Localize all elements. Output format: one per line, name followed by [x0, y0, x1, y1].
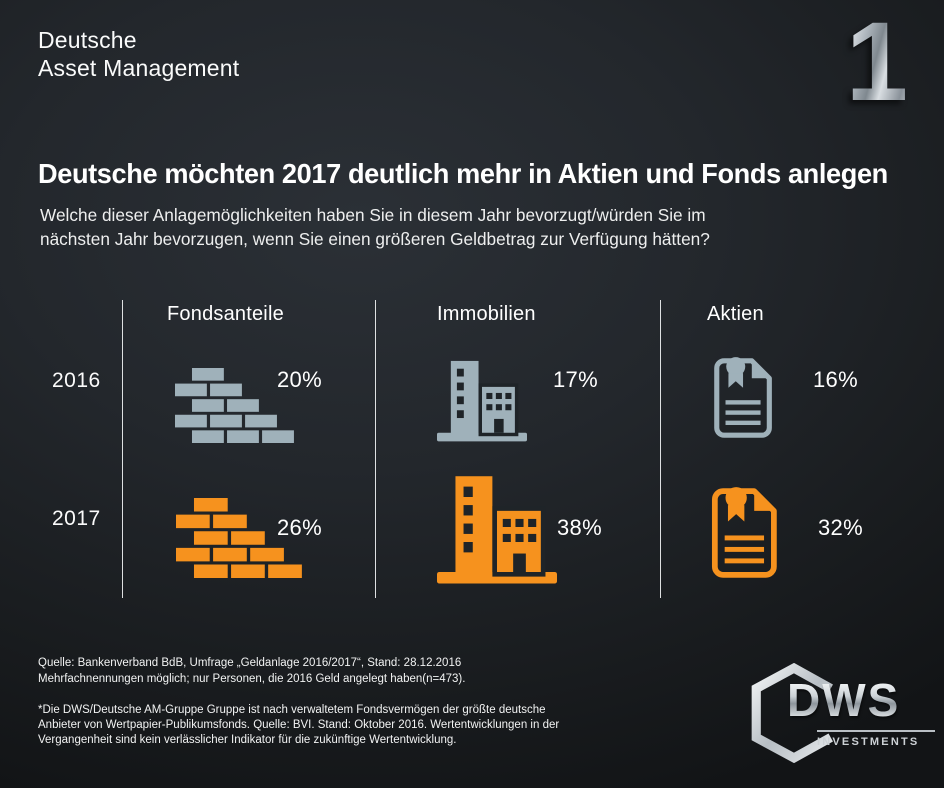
value-2017-fondsanteile: 26% — [277, 515, 322, 540]
brand-logo-text: Deutsche Asset Management — [38, 26, 239, 82]
source-line2: Mehrfachnennungen möglich; nur Personen,… — [38, 672, 466, 685]
disclaimer-line3: Vergangenheit sind kein verlässlicher In… — [38, 733, 457, 746]
brick-wall-icon — [175, 368, 295, 448]
buildings-icon — [437, 468, 557, 591]
disclaimer-line1: *Die DWS/Deutsche AM-Gruppe Gruppe ist n… — [38, 704, 546, 716]
hexagon-icon — [751, 663, 833, 763]
column-divider — [660, 300, 661, 598]
value-2016-immobilien: 17% — [553, 367, 598, 392]
certificate-icon — [705, 487, 787, 584]
column-header-aktien: Aktien — [707, 303, 764, 325]
dws-investments-logo: DWS INVESTMENTS — [747, 663, 935, 763]
source-note: Quelle: Bankenverband BdB, Umfrage „Geld… — [38, 656, 465, 687]
brand-line2: Asset Management — [38, 55, 240, 82]
page-number: 1 — [845, 0, 908, 124]
brick-wall-icon — [176, 498, 303, 583]
buildings-icon — [437, 355, 527, 448]
survey-question: Welche dieser Anlagemöglichkeiten haben … — [40, 204, 887, 252]
column-header-immobilien: Immobilien — [437, 303, 536, 325]
disclaimer-line2: Anbieter von Wertpapier-Publikumsfonds. … — [38, 718, 560, 731]
value-2017-aktien: 32% — [818, 515, 863, 540]
value-2017-immobilien: 38% — [557, 515, 602, 540]
disclaimer-note: *Die DWS/Deutsche AM-Gruppe Gruppe ist n… — [38, 703, 559, 748]
dws-wordmark: DWS — [787, 674, 901, 726]
survey-question-line2: nächsten Jahr bevorzugen, wenn Sie einen… — [40, 228, 710, 249]
certificate-icon — [708, 357, 781, 444]
value-2016-fondsanteile: 20% — [277, 367, 322, 392]
investments-label: INVESTMENTS — [817, 736, 920, 748]
logo-divider-line — [817, 730, 935, 732]
source-line1: Quelle: Bankenverband BdB, Umfrage „Geld… — [38, 657, 462, 669]
row-label-2017: 2017 — [52, 507, 101, 530]
row-label-2016: 2016 — [52, 369, 101, 392]
page-title: Deutsche möchten 2017 deutlich mehr in A… — [38, 158, 888, 189]
survey-question-line1: Welche dieser Anlagemöglichkeiten haben … — [40, 205, 706, 225]
column-header-fondsanteile: Fondsanteile — [167, 303, 284, 325]
column-divider — [375, 300, 376, 598]
brand-line1: Deutsche — [38, 27, 137, 53]
value-2016-aktien: 16% — [813, 367, 858, 392]
column-divider — [122, 300, 123, 598]
